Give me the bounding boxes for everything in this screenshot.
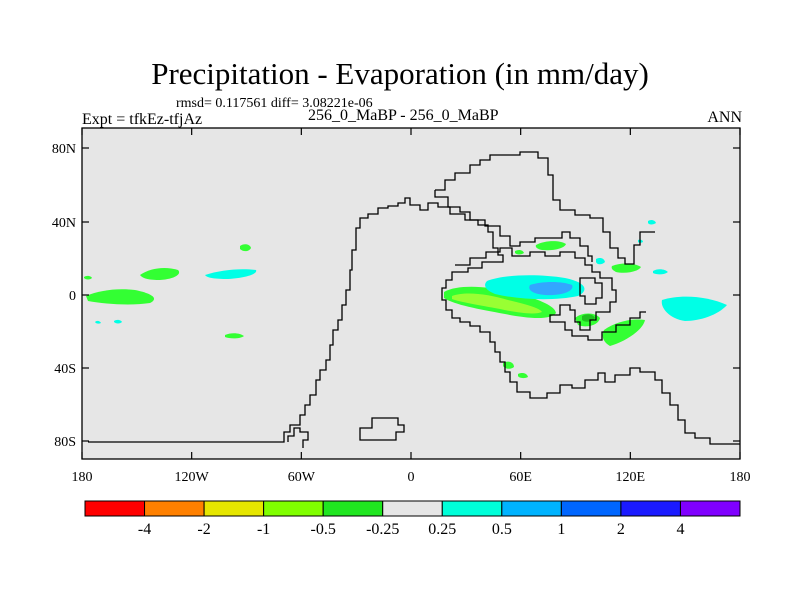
- colorbar-label: -4: [138, 521, 151, 538]
- contour-cyan-far-east: [661, 296, 727, 321]
- contour-green-west-equator: [86, 289, 155, 305]
- colorbar-box: [441, 500, 503, 517]
- stats-label: rmsd= 0.117561 diff= 3.08221e-06: [176, 96, 373, 111]
- contour-green-north-small: [515, 249, 524, 255]
- colorbar-label: 1: [557, 521, 565, 538]
- colorbar-label: -1: [257, 521, 270, 538]
- plot-title: Precipitation - Evaporation (in mm/day): [151, 56, 649, 91]
- continent-outlines: [88, 151, 740, 448]
- y-tick-label: 80S: [54, 435, 76, 450]
- colorbar-box: [203, 500, 265, 517]
- contour-green-north: [535, 241, 566, 251]
- contour-green-south-2: [518, 373, 528, 379]
- colorbar-box: [382, 500, 443, 517]
- field-contours: [84, 219, 727, 379]
- y-tick-label: 40N: [52, 216, 76, 231]
- outline-central-ring: [455, 247, 646, 341]
- contour-blue-central: [529, 282, 573, 296]
- contour-green-small-2: [225, 333, 244, 339]
- x-tick-label: 60W: [288, 470, 316, 485]
- outline-inner-left: [287, 427, 309, 448]
- colorbar-label: 0.5: [492, 521, 512, 538]
- colorbar-label: 4: [676, 521, 684, 538]
- contour-green-west-north: [140, 267, 180, 280]
- x-tick-label: 180: [72, 470, 93, 485]
- colorbar-label: -0.5: [311, 521, 336, 538]
- contour-green-small-1: [240, 244, 251, 252]
- map-background: [82, 128, 740, 459]
- contour-green-south-1: [503, 361, 514, 369]
- colorbar-label: 2: [617, 521, 625, 538]
- x-tick-label: 120W: [175, 470, 210, 485]
- x-tick-label: 180: [730, 470, 751, 485]
- contour-cyan-small-1: [114, 319, 122, 324]
- x-tick-label: 0: [408, 470, 415, 485]
- colorbar-box: [679, 500, 741, 517]
- contour-green-small-3: [84, 275, 92, 280]
- colorbar: -4 -2 -1 -0.5 -0.25 0.25 0.5 1 2 4: [84, 500, 741, 538]
- colorbar-box: [144, 500, 205, 517]
- colorbar-label: 0.25: [428, 521, 456, 538]
- colorbar-box: [620, 500, 681, 517]
- contour-green-sea: [602, 319, 645, 346]
- colorbar-box: [560, 500, 622, 517]
- colorbar-box: [84, 500, 146, 517]
- outline-inner-block: [579, 277, 603, 305]
- y-tick-label: 0: [69, 289, 76, 304]
- outline-pangea-main: [88, 197, 740, 445]
- map-axes: 180 120W 60W 0 60E 120E 180 80N 40N 0 40S 80S: [52, 128, 751, 485]
- colorbar-box: [501, 500, 562, 517]
- case-label: 256_0_MaBP - 256_0_MaBP: [308, 107, 499, 124]
- outline-island-south: [359, 417, 405, 441]
- contour-cyan-pacific: [205, 269, 257, 279]
- contour-cyan-east-2: [648, 219, 656, 225]
- x-tick-label: 120E: [616, 470, 646, 485]
- colorbar-label: -2: [197, 521, 210, 538]
- y-tick-label: 80N: [52, 142, 76, 157]
- outline-north-loop: [434, 151, 655, 265]
- contour-cyan-small-2: [95, 320, 101, 324]
- colorbar-label: -0.25: [366, 521, 399, 538]
- contour-cyan-east-1: [596, 258, 605, 265]
- colorbar-box: [263, 500, 324, 517]
- y-tick-label: 40S: [54, 362, 76, 377]
- contour-green-east-1: [611, 263, 641, 273]
- season-label: ANN: [707, 109, 742, 126]
- contour-lightgreen-core: [452, 293, 542, 314]
- experiment-label: Expt = tfkEz-tfjAz: [82, 111, 203, 128]
- colorbar-box: [322, 500, 384, 517]
- contour-cyan-east-4: [653, 269, 668, 275]
- x-tick-label: 60E: [509, 470, 532, 485]
